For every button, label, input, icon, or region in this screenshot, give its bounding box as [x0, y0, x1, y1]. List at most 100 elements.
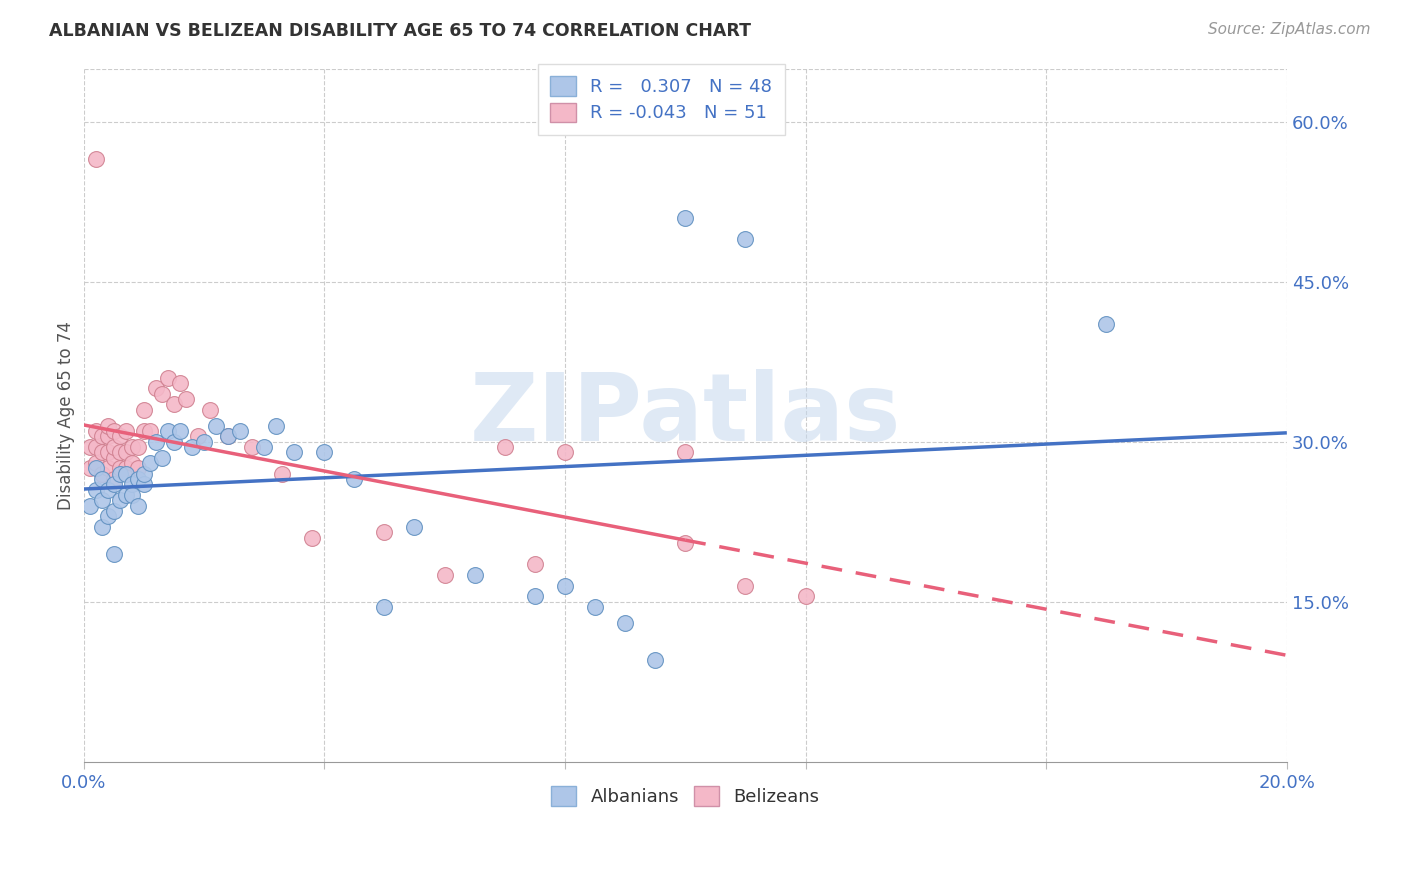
Point: [90, 445, 112, 459]
Point: [217, 429, 239, 443]
Point: [314, 445, 336, 459]
Point: [121, 488, 143, 502]
Point: [240, 440, 263, 454]
Point: [84, 461, 107, 475]
Point: [404, 520, 426, 534]
Point: [127, 440, 149, 454]
Point: [108, 461, 131, 475]
Point: [114, 445, 136, 459]
Point: [169, 376, 191, 391]
Point: [673, 445, 696, 459]
Point: [97, 483, 120, 497]
Point: [108, 429, 131, 443]
Point: [734, 232, 756, 246]
Point: [114, 467, 136, 481]
Point: [79, 461, 101, 475]
Point: [97, 429, 120, 443]
Point: [97, 445, 120, 459]
Point: [108, 493, 131, 508]
Point: [180, 440, 202, 454]
Point: [205, 418, 228, 433]
Point: [114, 424, 136, 438]
Point: [84, 440, 107, 454]
Point: [494, 440, 516, 454]
Point: [79, 499, 101, 513]
Point: [138, 424, 160, 438]
Point: [174, 392, 197, 406]
Point: [156, 371, 179, 385]
Point: [90, 520, 112, 534]
Point: [108, 467, 131, 481]
Point: [1095, 318, 1118, 332]
Point: [794, 590, 817, 604]
Point: [283, 445, 305, 459]
Point: [253, 440, 276, 454]
Point: [103, 547, 125, 561]
Point: [127, 499, 149, 513]
Point: [373, 600, 395, 615]
Point: [84, 424, 107, 438]
Point: [187, 429, 209, 443]
Y-axis label: Disability Age 65 to 74: Disability Age 65 to 74: [58, 321, 75, 509]
Point: [229, 424, 252, 438]
Point: [373, 525, 395, 540]
Point: [103, 472, 125, 486]
Point: [217, 429, 239, 443]
Point: [301, 531, 323, 545]
Point: [271, 467, 294, 481]
Point: [145, 382, 167, 396]
Point: [121, 440, 143, 454]
Point: [163, 397, 186, 411]
Point: [433, 568, 456, 582]
Point: [108, 445, 131, 459]
Point: [121, 456, 143, 470]
Point: [127, 472, 149, 486]
Point: [132, 467, 155, 481]
Text: ALBANIAN VS BELIZEAN DISABILITY AGE 65 TO 74 CORRELATION CHART: ALBANIAN VS BELIZEAN DISABILITY AGE 65 T…: [49, 22, 751, 40]
Point: [97, 509, 120, 524]
Text: Source: ZipAtlas.com: Source: ZipAtlas.com: [1208, 22, 1371, 37]
Point: [132, 402, 155, 417]
Point: [127, 461, 149, 475]
Point: [84, 456, 107, 470]
Point: [84, 152, 107, 166]
Point: [132, 424, 155, 438]
Point: [97, 418, 120, 433]
Point: [103, 504, 125, 518]
Point: [90, 493, 112, 508]
Point: [150, 450, 173, 465]
Point: [103, 477, 125, 491]
Point: [156, 424, 179, 438]
Point: [193, 434, 215, 449]
Point: [554, 579, 576, 593]
Point: [163, 434, 186, 449]
Legend: Albanians, Belizeans: Albanians, Belizeans: [541, 777, 828, 815]
Point: [264, 418, 287, 433]
Point: [523, 558, 546, 572]
Point: [583, 600, 606, 615]
Point: [145, 434, 167, 449]
Point: [150, 386, 173, 401]
Point: [198, 402, 221, 417]
Point: [121, 477, 143, 491]
Point: [734, 579, 756, 593]
Point: [103, 450, 125, 465]
Point: [554, 445, 576, 459]
Point: [103, 440, 125, 454]
Point: [84, 483, 107, 497]
Point: [523, 590, 546, 604]
Point: [644, 653, 666, 667]
Point: [79, 440, 101, 454]
Point: [97, 461, 120, 475]
Point: [103, 424, 125, 438]
Point: [614, 616, 637, 631]
Point: [114, 461, 136, 475]
Point: [343, 472, 366, 486]
Point: [90, 472, 112, 486]
Point: [90, 429, 112, 443]
Point: [114, 488, 136, 502]
Point: [90, 467, 112, 481]
Point: [673, 211, 696, 225]
Point: [132, 477, 155, 491]
Text: ZIPatlas: ZIPatlas: [470, 369, 901, 461]
